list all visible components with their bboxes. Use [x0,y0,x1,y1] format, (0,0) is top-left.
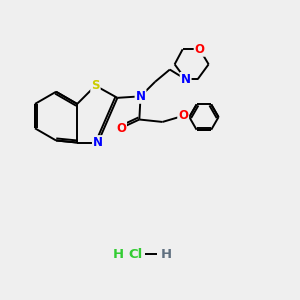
Text: O: O [178,109,188,122]
Text: N: N [93,136,103,149]
Text: Cl: Cl [128,248,142,260]
Text: O: O [116,122,126,134]
Text: S: S [91,79,100,92]
Text: N: N [136,90,146,103]
Text: N: N [181,73,190,86]
Text: H: H [113,248,124,260]
Text: O: O [195,43,205,56]
Text: H: H [161,248,172,260]
